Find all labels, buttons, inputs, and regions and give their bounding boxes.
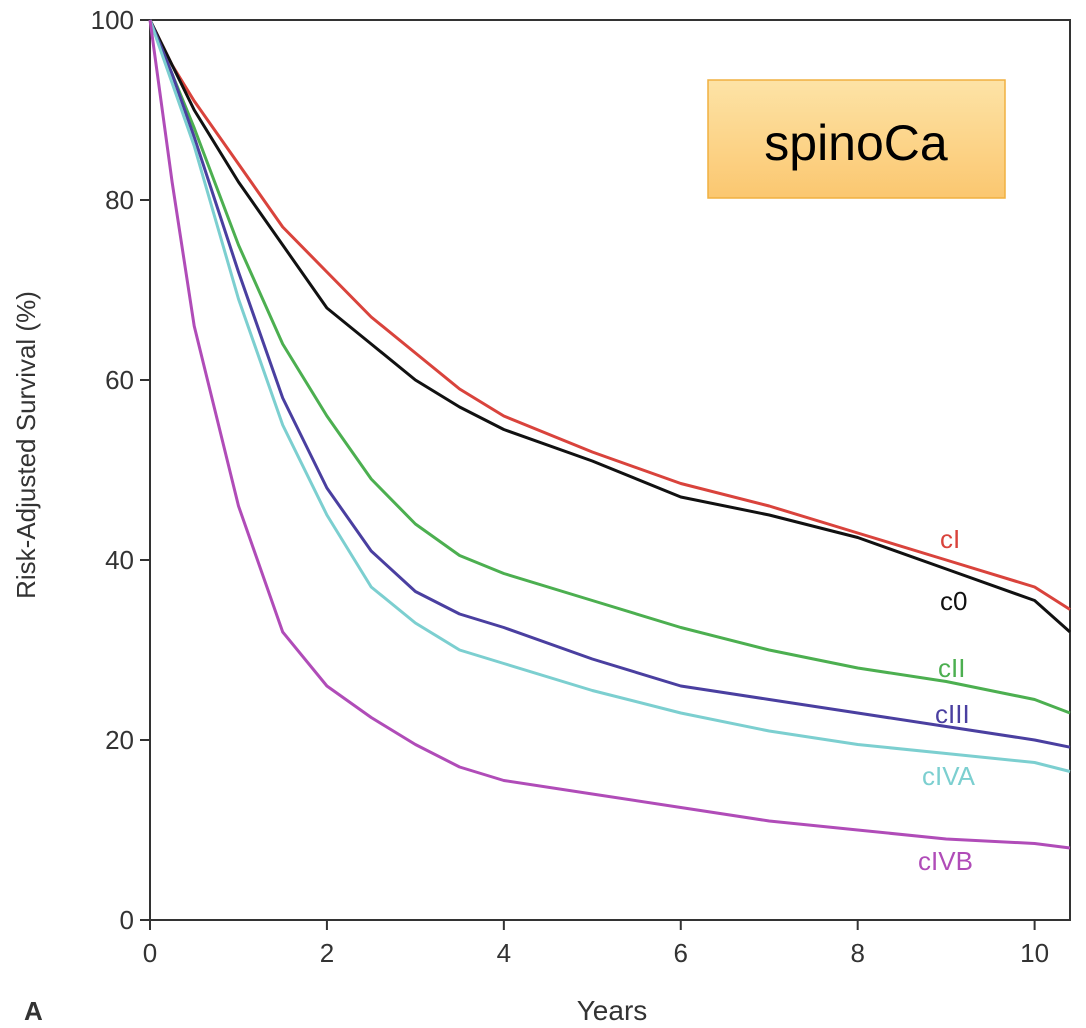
y-tick-label: 20 [105, 725, 134, 755]
survival-line [148, 19, 1071, 634]
series-label: cIII [935, 699, 970, 729]
survival-line [148, 19, 1071, 611]
x-tick-label: 2 [320, 938, 334, 968]
series-label: cIVB [918, 846, 973, 876]
y-axis-label: Risk-Adjusted Survival (%) [11, 291, 41, 599]
x-tick-label: 10 [1020, 938, 1049, 968]
series-label: cIVA [922, 761, 976, 791]
plot-frame [149, 19, 1071, 921]
series-label: cII [938, 653, 965, 683]
x-tick-label: 0 [143, 938, 157, 968]
x-tick-label: 8 [850, 938, 864, 968]
annotation-box [707, 79, 1006, 199]
y-tick-label: 100 [91, 5, 134, 35]
panel-label: A [24, 996, 43, 1026]
series-label: cI [940, 524, 960, 554]
x-axis-label: Years [577, 995, 648, 1026]
x-tick-label: 4 [497, 938, 511, 968]
annotation: spinoCa [764, 115, 948, 171]
y-tick-label: 60 [105, 365, 134, 395]
y-tick-label: 40 [105, 545, 134, 575]
survival-line [148, 19, 1071, 850]
y-tick-label: 80 [105, 185, 134, 215]
survival-line [148, 19, 1071, 715]
y-tick-label: 0 [120, 905, 134, 935]
series-label: c0 [940, 586, 967, 616]
x-tick-label: 6 [674, 938, 688, 968]
survival-line [148, 19, 1071, 773]
survival-line [148, 19, 1071, 749]
